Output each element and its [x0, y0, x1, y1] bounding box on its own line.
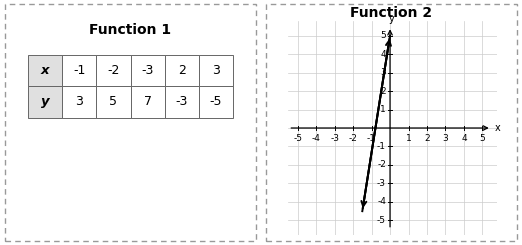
Text: 4: 4 [461, 134, 467, 143]
Text: 5: 5 [480, 134, 485, 143]
Text: y: y [41, 95, 50, 108]
Text: 5: 5 [380, 31, 386, 40]
Text: 1: 1 [380, 105, 386, 114]
Text: 3: 3 [212, 64, 220, 77]
Text: 1: 1 [406, 134, 411, 143]
Bar [97, 86, 130, 118]
Text: -5: -5 [209, 95, 222, 108]
Text: -2: -2 [377, 160, 386, 170]
Text: -5: -5 [377, 216, 386, 225]
Bar [199, 86, 233, 118]
Bar [130, 86, 164, 118]
Text: -1: -1 [73, 64, 86, 77]
Text: -1: -1 [367, 134, 376, 143]
Bar [199, 55, 233, 86]
Text: 3: 3 [443, 134, 448, 143]
Bar [130, 55, 164, 86]
Text: -5: -5 [293, 134, 302, 143]
Text: 3: 3 [380, 68, 386, 77]
Text: -3: -3 [141, 64, 154, 77]
Text: 3: 3 [75, 95, 84, 108]
Text: x: x [41, 64, 50, 77]
Bar [164, 86, 199, 118]
Bar [62, 86, 97, 118]
Text: -3: -3 [175, 95, 188, 108]
Bar [28, 86, 62, 118]
Bar [97, 55, 130, 86]
Text: Function 2: Function 2 [350, 6, 433, 20]
Text: -3: -3 [377, 179, 386, 188]
Text: y: y [389, 13, 395, 24]
Text: -1: -1 [377, 142, 386, 151]
Text: 5: 5 [110, 95, 117, 108]
Bar [28, 55, 62, 86]
Text: 7: 7 [144, 95, 151, 108]
Text: 2: 2 [381, 86, 386, 96]
Text: 2: 2 [177, 64, 186, 77]
Text: -4: -4 [377, 197, 386, 207]
Text: -2: -2 [349, 134, 358, 143]
Bar [62, 55, 97, 86]
Text: 4: 4 [381, 49, 386, 59]
Text: -3: -3 [330, 134, 339, 143]
Text: x: x [494, 123, 500, 133]
Text: -2: -2 [107, 64, 120, 77]
Bar [164, 55, 199, 86]
Text: Function 1: Function 1 [89, 23, 172, 37]
Text: 2: 2 [424, 134, 430, 143]
Text: -4: -4 [312, 134, 321, 143]
